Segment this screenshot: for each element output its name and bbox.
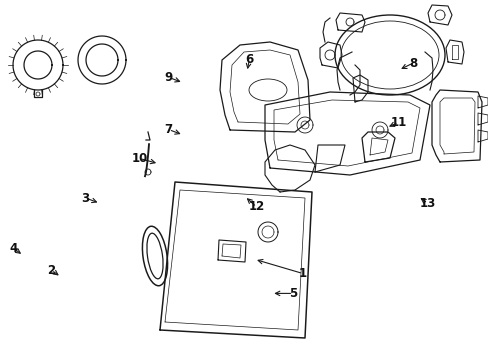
Text: 7: 7: [164, 123, 172, 136]
Text: 1: 1: [299, 267, 306, 280]
Text: 10: 10: [131, 152, 147, 165]
Text: 6: 6: [245, 53, 253, 66]
Text: 2: 2: [47, 264, 55, 276]
Text: 12: 12: [248, 201, 264, 213]
Text: 3: 3: [81, 192, 89, 204]
Text: 8: 8: [408, 57, 416, 69]
Text: 5: 5: [289, 287, 297, 300]
Text: 4: 4: [10, 242, 18, 255]
Text: 11: 11: [389, 116, 406, 129]
Text: 13: 13: [419, 197, 435, 210]
Text: 9: 9: [164, 71, 172, 84]
